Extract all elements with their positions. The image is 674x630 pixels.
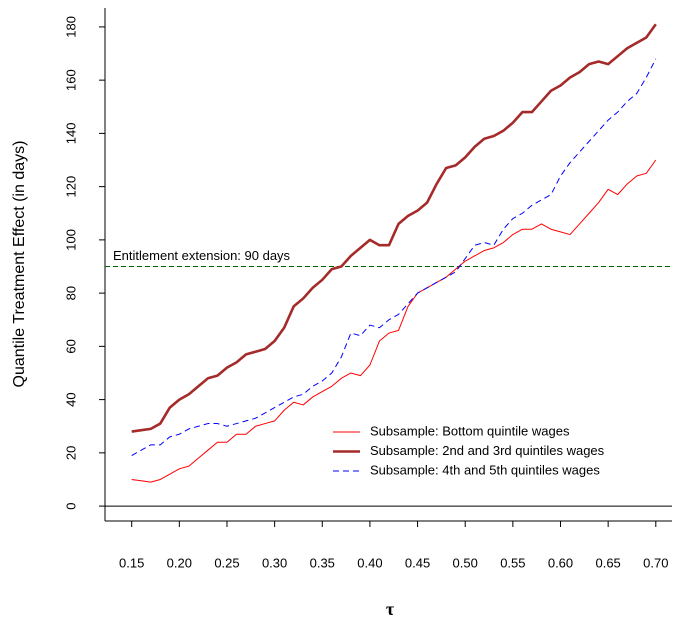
y-tick-label: 0	[63, 502, 78, 509]
y-axis-label: Quantile Treatment Effect (in days)	[11, 141, 28, 388]
y-tick-label: 40	[63, 392, 78, 406]
y-tick-label: 160	[63, 69, 78, 91]
x-axis-label: τ	[386, 599, 395, 619]
series-line	[131, 23, 657, 433]
y-tick-label: 120	[63, 176, 78, 198]
reference-label: Entitlement extension: 90 days	[113, 248, 291, 263]
x-tick-label: 0.55	[500, 555, 525, 570]
y-tick-label: 180	[63, 16, 78, 38]
x-tick-label: 0.50	[453, 555, 478, 570]
x-tick-label: 0.70	[643, 555, 668, 570]
y-tick-label: 140	[63, 123, 78, 145]
legend-label: Subsample: Bottom quintile wages	[370, 423, 570, 438]
x-tick-label: 0.65	[595, 555, 620, 570]
x-tick-label: 0.30	[262, 555, 287, 570]
legend-label: Subsample: 4th and 5th quintiles wages	[370, 462, 600, 477]
x-tick-label: 0.45	[405, 555, 430, 570]
x-tick-label: 0.35	[310, 555, 335, 570]
y-tick-label: 60	[63, 339, 78, 353]
x-tick-label: 0.15	[119, 555, 144, 570]
x-tick-label: 0.20	[167, 555, 192, 570]
x-tick-label: 0.60	[548, 555, 573, 570]
series-line	[131, 159, 657, 483]
y-tick-label: 80	[63, 286, 78, 300]
y-tick-label: 20	[63, 446, 78, 460]
x-tick-label: 0.40	[357, 555, 382, 570]
x-tick-label: 0.25	[214, 555, 239, 570]
series-line	[131, 58, 657, 456]
legend-label: Subsample: 2nd and 3rd quintiles wages	[370, 443, 605, 458]
y-tick-label: 100	[63, 229, 78, 251]
